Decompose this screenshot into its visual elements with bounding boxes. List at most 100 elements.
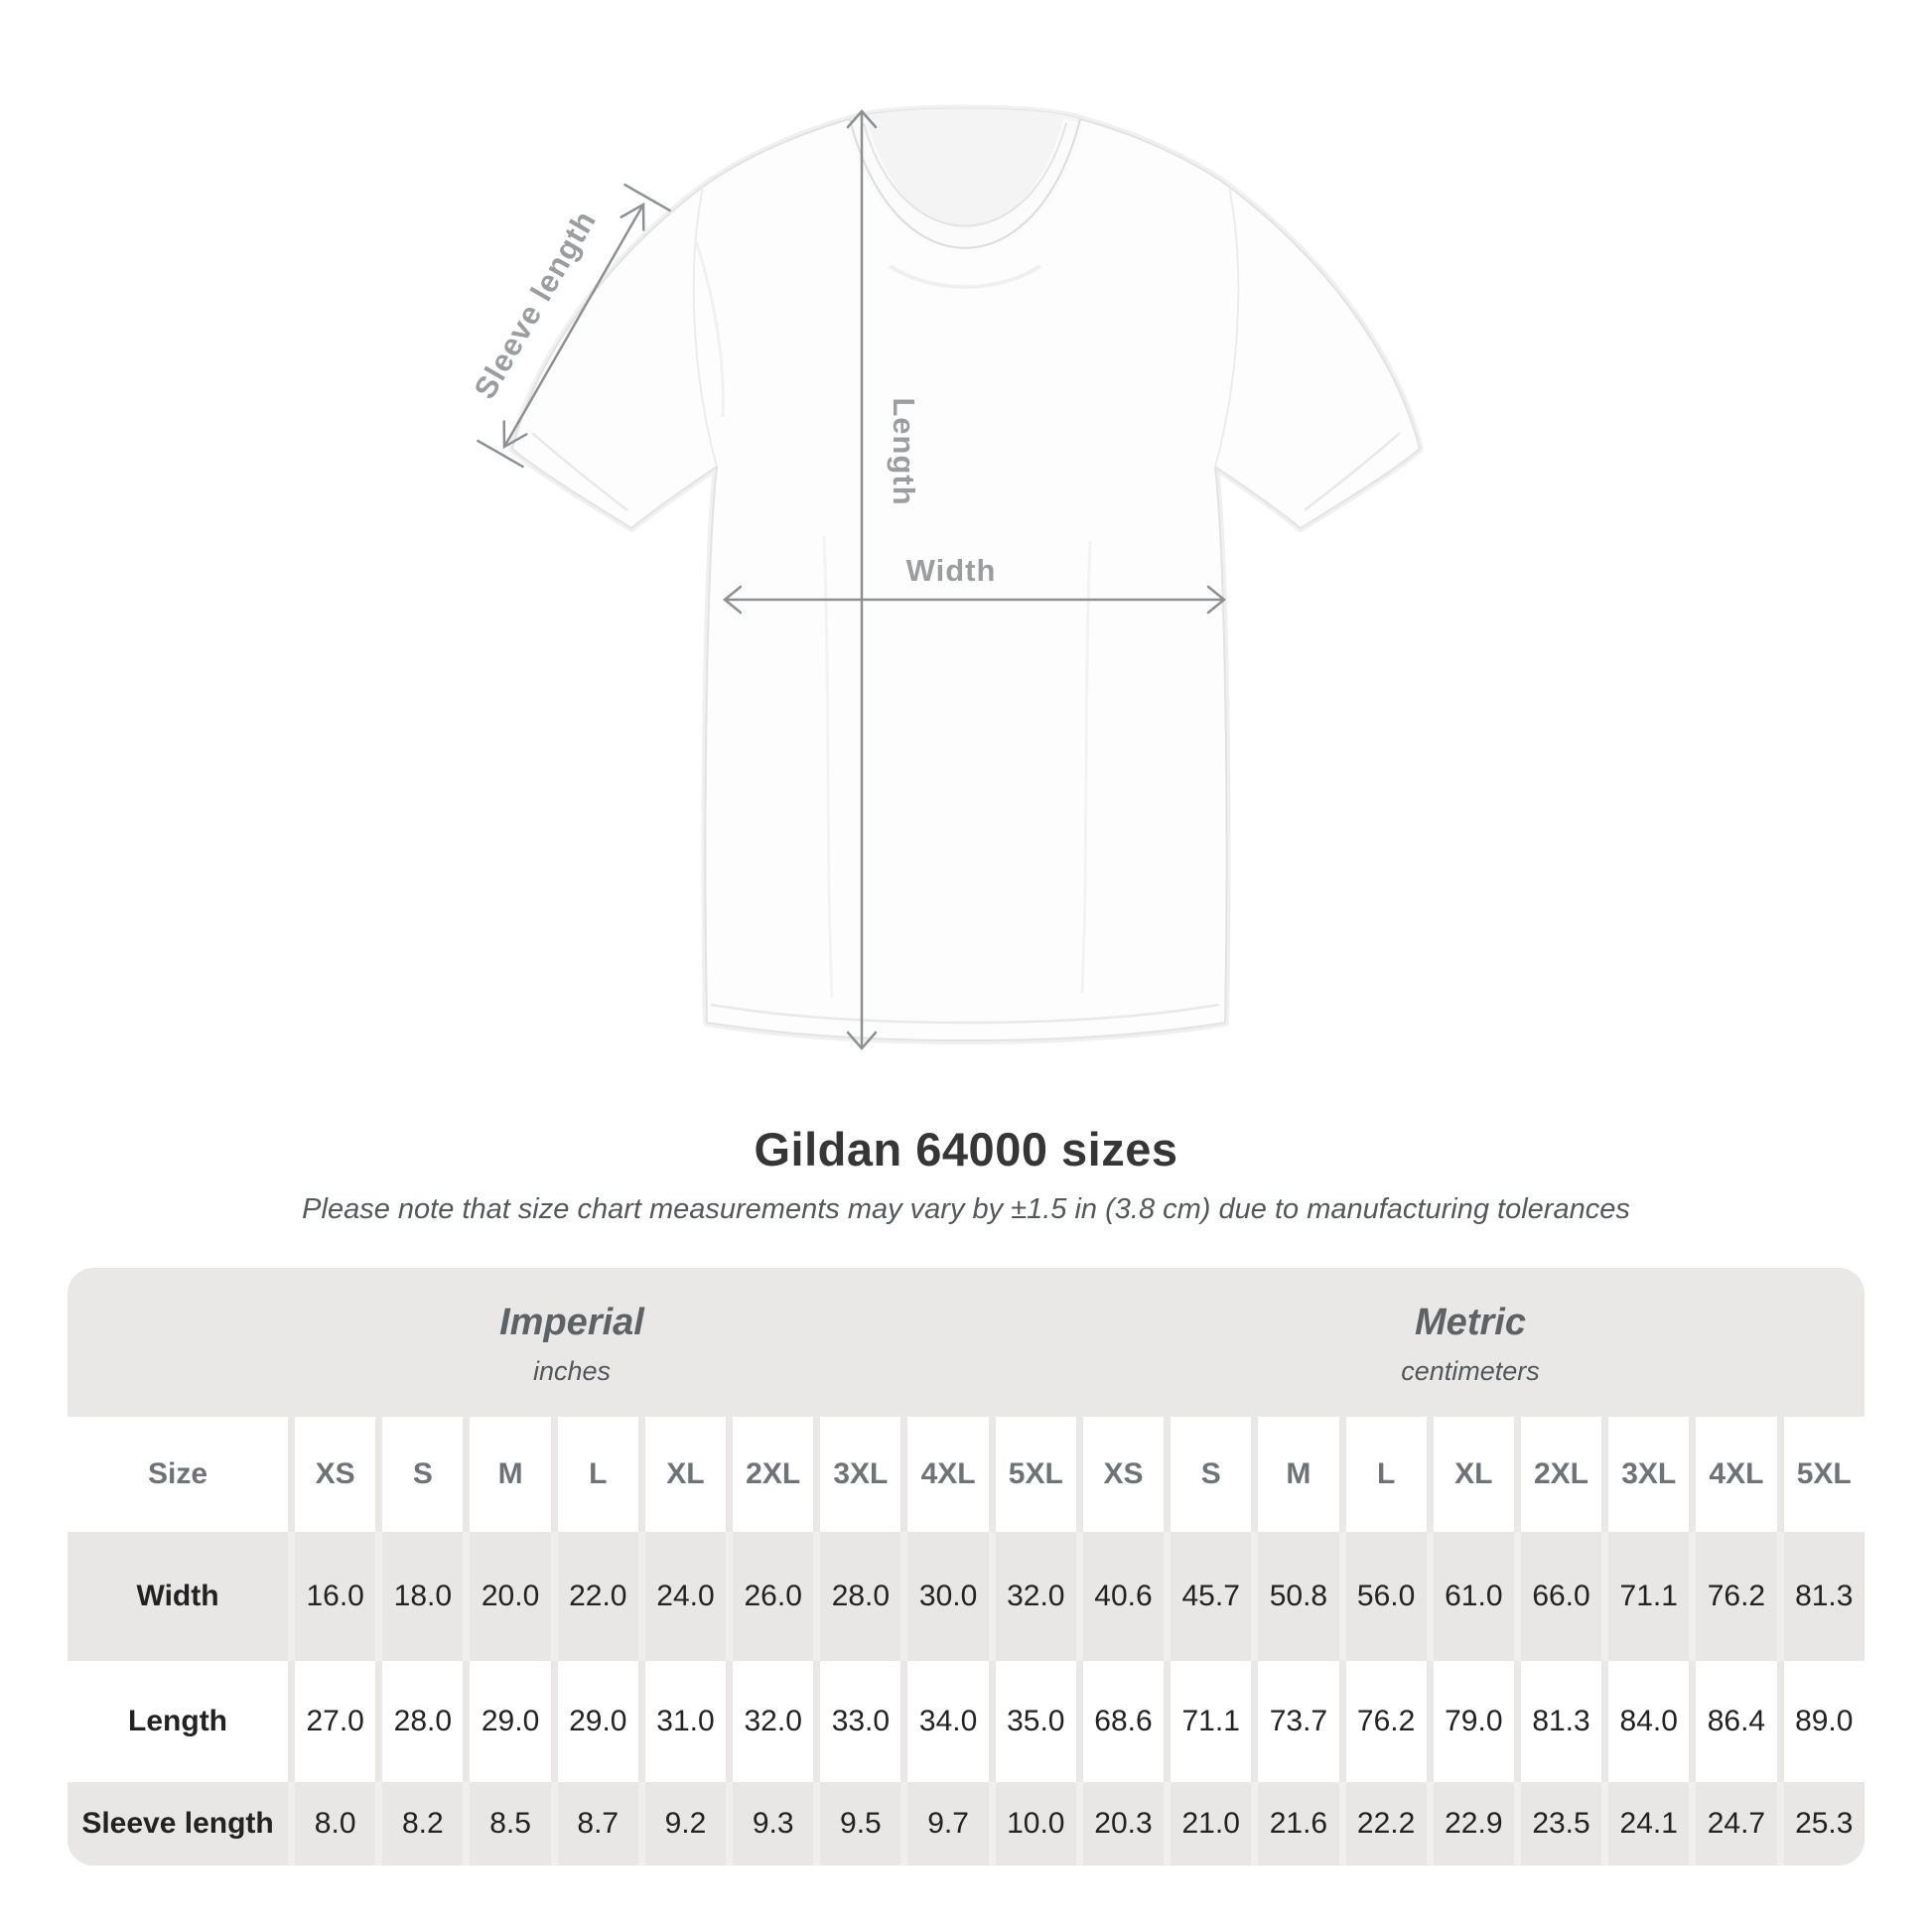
measurements-table: Size XS S M L XL 2XL 3XL 4XL 5XL XS S M …: [68, 1417, 1864, 1865]
measurement-cell: 66.0: [1513, 1532, 1602, 1661]
measurement-cell: 22.9: [1426, 1782, 1514, 1865]
size-header-cell: 2XL: [726, 1417, 814, 1532]
measurement-cell: 24.7: [1689, 1782, 1777, 1865]
imperial-unit: inches: [532, 1356, 612, 1386]
size-header-cell: 3XL: [1601, 1417, 1690, 1532]
measurement-cell: 9.7: [900, 1782, 989, 1865]
sleeve-extension-tick: [477, 439, 524, 469]
size-header-cell: XS: [288, 1417, 376, 1532]
size-header-cell: XS: [1075, 1417, 1165, 1532]
width-row: Width 16.0 18.0 20.0 22.0 24.0 26.0 28.0…: [68, 1532, 1864, 1661]
measurement-cell: 30.0: [900, 1532, 989, 1661]
wrinkle: [1080, 540, 1092, 994]
measurement-cell: 61.0: [1426, 1532, 1514, 1661]
measurement-cell: 29.0: [463, 1661, 551, 1782]
arrowhead-down-icon: [846, 1031, 878, 1050]
measurement-cell: 32.0: [988, 1532, 1076, 1661]
size-header-cell: 5XL: [1776, 1417, 1864, 1532]
tshirt-measurement-diagram: Sleeve length Length Width: [468, 104, 1424, 1050]
right-sleeve-seam: [1214, 186, 1240, 468]
measurement-cell: 24.1: [1601, 1782, 1690, 1865]
measurement-cell: 31.0: [637, 1661, 727, 1782]
tolerance-note: Please note that size chart measurements…: [302, 1193, 1630, 1225]
length-label: Length: [887, 397, 921, 505]
measurement-cell: 22.0: [550, 1532, 638, 1661]
measurement-cell: 22.2: [1338, 1782, 1427, 1865]
collar-outer-seam: [849, 118, 1081, 249]
arrowhead-downleft-icon: [502, 420, 528, 450]
measurement-cell: 8.2: [375, 1782, 464, 1865]
measurement-cell: 8.5: [463, 1782, 551, 1865]
unit-header-band: Imperial inches Metric centimeters: [68, 1268, 1864, 1417]
measurement-cell: 9.5: [813, 1782, 901, 1865]
collar-band: [845, 118, 1085, 250]
size-header-cell: L: [1338, 1417, 1427, 1532]
size-header-cell: M: [1251, 1417, 1339, 1532]
measurement-cell: 18.0: [375, 1532, 464, 1661]
measurement-cell: 32.0: [726, 1661, 814, 1782]
arrowhead-up-icon: [846, 109, 878, 129]
size-table: Imperial inches Metric centimeters Size …: [68, 1268, 1864, 1865]
measurement-cell: 26.0: [726, 1532, 814, 1661]
left-sleeve-seam: [692, 186, 718, 468]
wrinkle: [822, 535, 834, 999]
measurement-cell: 8.7: [550, 1782, 638, 1865]
left-sleeve-hem: [531, 432, 628, 511]
measurement-cell: 33.0: [813, 1661, 901, 1782]
width-label: Width: [906, 553, 997, 588]
size-header-cell: S: [375, 1417, 464, 1532]
size-header-row: Size XS S M L XL 2XL 3XL 4XL 5XL XS S M …: [68, 1417, 1864, 1532]
measurement-cell: 76.2: [1689, 1532, 1777, 1661]
measurement-cell: 34.0: [900, 1661, 989, 1782]
size-header-cell: 3XL: [813, 1417, 901, 1532]
measurement-cell: 9.2: [637, 1782, 727, 1865]
size-header-cell: S: [1164, 1417, 1252, 1532]
imperial-label: Imperial: [499, 1302, 644, 1343]
size-header-cell: 4XL: [900, 1417, 989, 1532]
metric-group-header: Metric centimeters: [1076, 1268, 1864, 1417]
size-header-cell: L: [550, 1417, 638, 1532]
sleeve-extension-tick: [623, 183, 671, 212]
measurement-cell: 20.0: [463, 1532, 551, 1661]
wrinkle: [693, 237, 725, 418]
measurement-cell: 50.8: [1251, 1532, 1339, 1661]
sleeve-length-row: Sleeve length 8.0 8.2 8.5 8.7 9.2 9.3 9.…: [68, 1782, 1864, 1865]
measurement-cell: 21.6: [1251, 1782, 1339, 1865]
right-sleeve-hem: [1304, 432, 1401, 511]
row-label-length: Length: [68, 1661, 289, 1782]
size-header-cell: XL: [1426, 1417, 1514, 1532]
imperial-group-header: Imperial inches: [68, 1268, 1076, 1417]
measurement-cell: 73.7: [1251, 1661, 1339, 1782]
measurement-cell: 89.0: [1776, 1661, 1864, 1782]
measurement-cell: 27.0: [288, 1661, 376, 1782]
measurement-cell: 84.0: [1601, 1661, 1690, 1782]
tshirt-body: [511, 107, 1421, 1041]
measurement-cell: 16.0: [288, 1532, 376, 1661]
measurement-cell: 9.3: [726, 1782, 814, 1865]
measurement-cell: 29.0: [550, 1661, 638, 1782]
length-row: Length 27.0 28.0 29.0 29.0 31.0 32.0 33.…: [68, 1661, 1864, 1782]
measurement-cell: 71.1: [1164, 1661, 1252, 1782]
row-label-width: Width: [68, 1532, 289, 1661]
arrowhead-left-icon: [723, 585, 743, 615]
measurement-cell: 81.3: [1513, 1661, 1602, 1782]
dimension-annotations: [477, 109, 1226, 1050]
measurement-cell: 45.7: [1164, 1532, 1252, 1661]
page-title: Gildan 64000 sizes: [754, 1123, 1178, 1175]
measurement-cell: 56.0: [1338, 1532, 1427, 1661]
sleeve-dimension-line: [502, 203, 645, 449]
metric-unit: centimeters: [1401, 1356, 1540, 1386]
measurement-cell: 28.0: [375, 1661, 464, 1782]
measurement-cell: 23.5: [1513, 1782, 1602, 1865]
measurement-cell: 76.2: [1338, 1661, 1427, 1782]
measurement-cell: 24.0: [637, 1532, 727, 1661]
size-corner-label: Size: [68, 1417, 289, 1532]
metric-label: Metric: [1415, 1302, 1526, 1343]
measurement-cell: 86.4: [1689, 1661, 1777, 1782]
measurement-cell: 81.3: [1776, 1532, 1864, 1661]
measurement-cell: 71.1: [1601, 1532, 1690, 1661]
row-label-sleeve-length: Sleeve length: [68, 1782, 289, 1865]
measurement-cell: 21.0: [1164, 1782, 1252, 1865]
arrowhead-upright-icon: [620, 202, 645, 231]
